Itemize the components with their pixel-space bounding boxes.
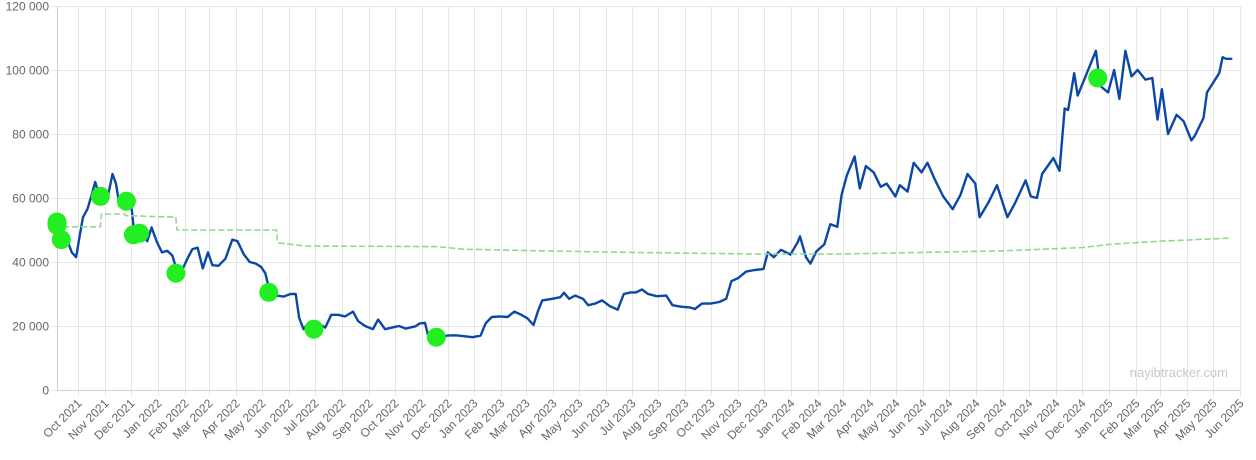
series-layer xyxy=(55,49,1233,341)
price-line xyxy=(55,49,1233,341)
purchase-markers xyxy=(47,68,1108,347)
purchase-marker[interactable] xyxy=(130,223,149,243)
purchase-marker[interactable] xyxy=(426,327,446,347)
y-tick-label: 80 000 xyxy=(12,128,49,142)
purchase-marker[interactable] xyxy=(1088,68,1108,88)
purchase-marker[interactable] xyxy=(51,230,71,250)
y-tick-label: 0 xyxy=(42,384,49,398)
watermark: nayibtracker.com xyxy=(1130,365,1228,380)
purchase-marker[interactable] xyxy=(90,186,110,206)
y-tick-label: 120 000 xyxy=(6,0,50,14)
y-tick-label: 40 000 xyxy=(12,256,49,270)
purchase-marker[interactable] xyxy=(304,319,324,339)
purchase-marker[interactable] xyxy=(259,282,279,302)
purchase-marker[interactable] xyxy=(47,215,67,235)
purchase-marker[interactable] xyxy=(166,263,186,283)
y-tick-label: 20 000 xyxy=(12,320,49,334)
avg-cost-line xyxy=(56,213,1233,255)
grid-layer xyxy=(51,6,1241,396)
purchase-marker[interactable] xyxy=(116,191,136,211)
y-tick-label: 60 000 xyxy=(12,192,49,206)
y-tick-label: 100 000 xyxy=(6,64,50,78)
